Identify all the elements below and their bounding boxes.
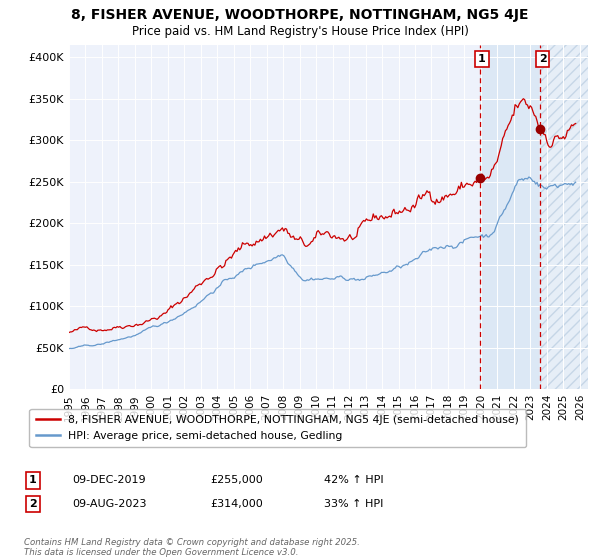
Bar [479, 45, 540, 389]
Text: 33% ↑ HPI: 33% ↑ HPI [324, 499, 383, 509]
Text: 1: 1 [29, 475, 37, 486]
Text: 42% ↑ HPI: 42% ↑ HPI [324, 475, 383, 486]
Text: £255,000: £255,000 [210, 475, 263, 486]
Text: 09-AUG-2023: 09-AUG-2023 [72, 499, 146, 509]
Text: 09-DEC-2019: 09-DEC-2019 [72, 475, 146, 486]
Text: 1: 1 [478, 54, 486, 64]
Bar [540, 45, 588, 389]
Legend: 8, FISHER AVENUE, WOODTHORPE, NOTTINGHAM, NG5 4JE (semi-detached house), HPI: Av: 8, FISHER AVENUE, WOODTHORPE, NOTTINGHAM… [29, 409, 526, 447]
Text: Contains HM Land Registry data © Crown copyright and database right 2025.
This d: Contains HM Land Registry data © Crown c… [24, 538, 360, 557]
Text: 8, FISHER AVENUE, WOODTHORPE, NOTTINGHAM, NG5 4JE: 8, FISHER AVENUE, WOODTHORPE, NOTTINGHAM… [71, 8, 529, 22]
Text: £314,000: £314,000 [210, 499, 263, 509]
Text: 2: 2 [539, 54, 547, 64]
Bar [540, 45, 588, 389]
Text: Price paid vs. HM Land Registry's House Price Index (HPI): Price paid vs. HM Land Registry's House … [131, 25, 469, 38]
Text: 2: 2 [29, 499, 37, 509]
